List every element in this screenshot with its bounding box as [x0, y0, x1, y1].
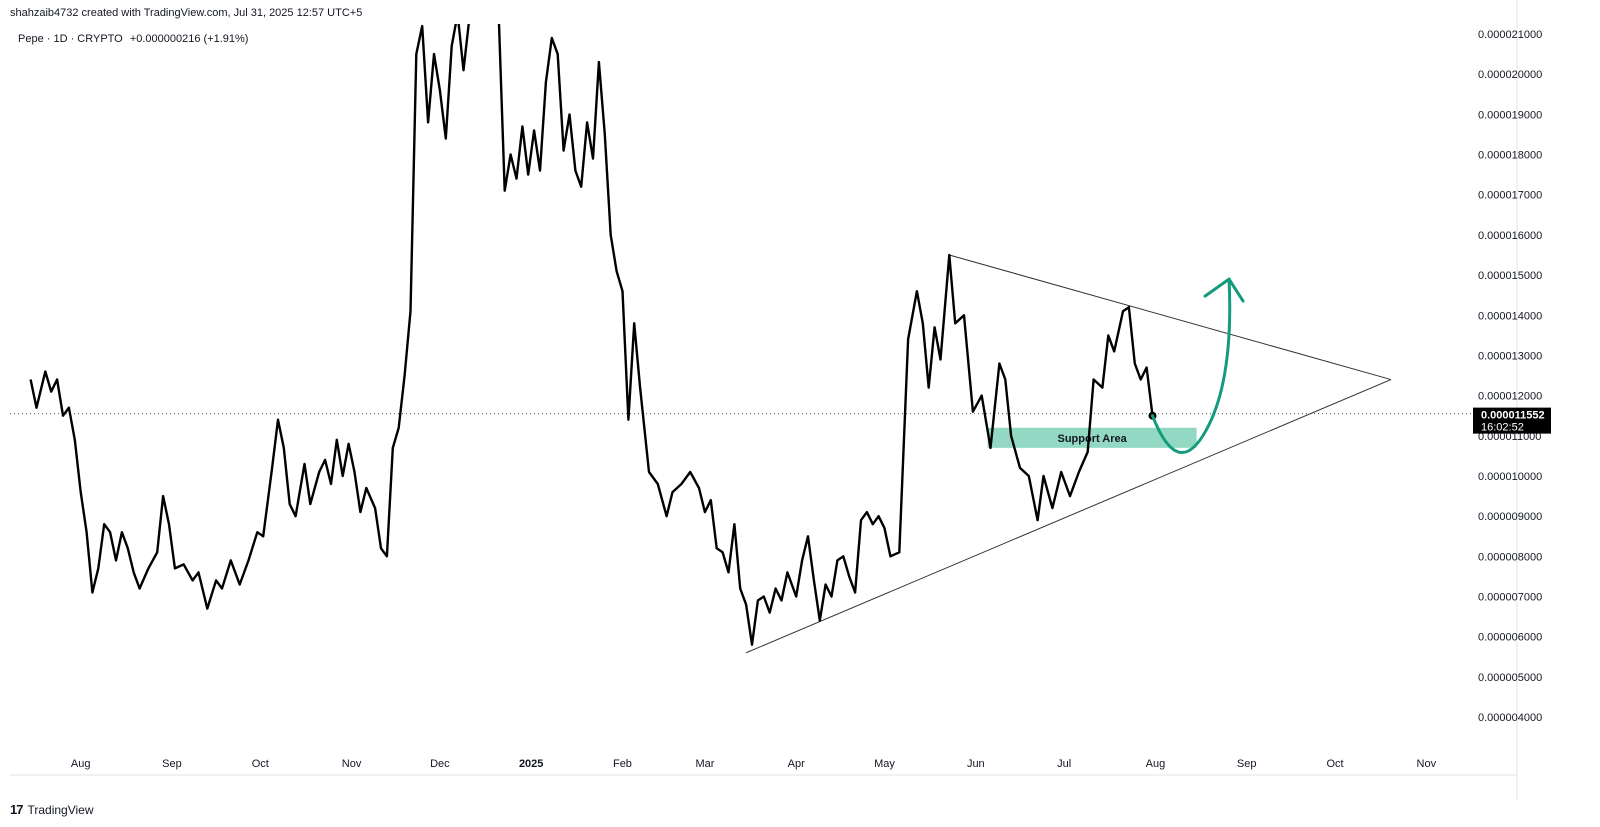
price-tick-label: 0.000020000 [1478, 69, 1542, 81]
time-tick-label: Dec [430, 758, 450, 770]
time-tick-label: Nov [342, 758, 362, 770]
last-price-value: 0.000011552 [1481, 410, 1545, 422]
symbol-label[interactable]: Pepe · 1D · CRYPTO [18, 33, 123, 45]
price-tick-label: 0.000009000 [1478, 511, 1542, 523]
support-area-zone[interactable] [987, 427, 1197, 448]
time-tick-label: Jun [967, 758, 985, 770]
tradingview-brand[interactable]: 17 TradingView [10, 802, 94, 817]
price-tick-label: 0.000016000 [1478, 230, 1542, 242]
price-tick-label: 0.000017000 [1478, 190, 1542, 202]
price-tick-label: 0.000012000 [1478, 391, 1542, 403]
time-tick-label: Sep [162, 758, 182, 770]
price-line [29, 24, 1154, 646]
price-chart[interactable]: 0.000004000 0.000005000 0.000006000 0.00000… [0, 0, 1600, 800]
price-tick-label: 0.000021000 [1478, 29, 1542, 41]
price-tick-label: 0.000019000 [1478, 109, 1542, 121]
price-tick-label: 0.000010000 [1478, 471, 1542, 483]
time-axis[interactable]: Aug Sep Oct Nov Dec 2025 Feb Mar Apr May Jun Jul Aug… [71, 758, 1437, 770]
price-tick-label: 0.000015000 [1478, 270, 1542, 282]
price-axis[interactable]: 0.000004000 0.000005000 0.000006000 0.00000… [1478, 29, 1542, 724]
time-tick-label: Jul [1057, 758, 1071, 770]
last-price-tag-bg [1473, 407, 1551, 434]
time-tick-label: Aug [71, 758, 91, 770]
time-tick-label: Mar [695, 758, 714, 770]
time-tick-label: Oct [252, 758, 269, 770]
price-tick-label: 0.000006000 [1478, 632, 1542, 644]
time-tick-label: Apr [788, 758, 805, 770]
publisher-credit: shahzaib4732 created with TradingView.co… [10, 7, 363, 19]
price-change: +0.000000216 (+1.91%) [129, 33, 249, 45]
time-tick-label: Oct [1326, 758, 1343, 770]
price-tick-label: 0.000004000 [1478, 712, 1542, 724]
time-tick-label: Aug [1146, 758, 1166, 770]
price-tick-label: 0.000018000 [1478, 150, 1542, 162]
bar-countdown: 16:02:52 [1481, 422, 1524, 434]
trendline[interactable] [949, 254, 1392, 381]
price-tick-label: 0.000005000 [1478, 672, 1542, 684]
time-tick-label: Feb [613, 758, 632, 770]
support-area-label: Support Area [1057, 433, 1127, 445]
time-tick-label: 2025 [519, 758, 543, 770]
trendline[interactable] [745, 379, 1392, 654]
tradingview-wordmark: TradingView [27, 802, 94, 817]
projection-arrow [1150, 277, 1232, 454]
time-tick-label: Nov [1417, 758, 1437, 770]
tradingview-logo-icon: 17 [10, 802, 24, 817]
symbol-info: Pepe · 1D · CRYPTO +0.000000216 (+1.91%) [18, 33, 248, 45]
time-tick-label: Sep [1237, 758, 1257, 770]
price-tick-label: 0.000007000 [1478, 592, 1542, 604]
last-price-tag: 0.000011552 16:02:52 [1473, 407, 1551, 434]
price-tick-label: 0.000013000 [1478, 350, 1542, 362]
triangle-trendlines[interactable] [745, 254, 1392, 654]
price-tick-label: 0.000008000 [1478, 551, 1542, 563]
price-tick-label: 0.000011000 [1478, 431, 1541, 443]
time-tick-label: May [874, 758, 895, 770]
price-tick-label: 0.000014000 [1478, 310, 1542, 322]
projection-arrowhead [1203, 277, 1245, 303]
